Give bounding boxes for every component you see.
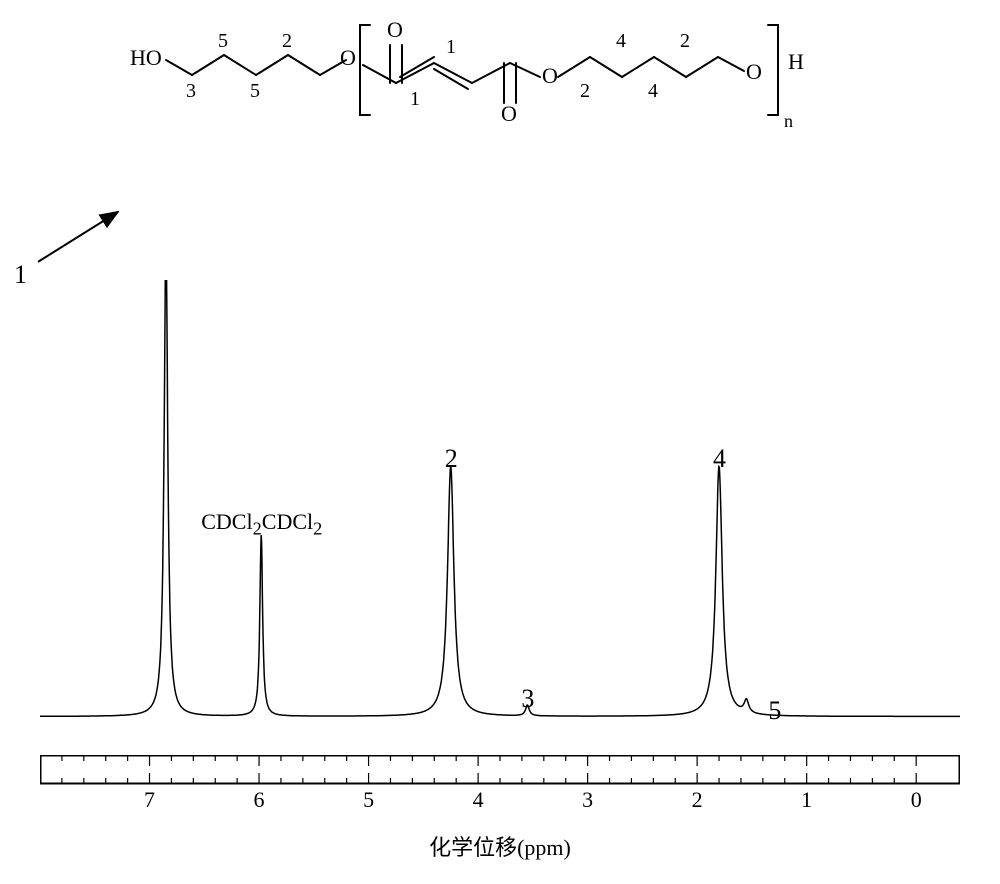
svg-text:3: 3 <box>582 787 593 812</box>
peak-label-2: 2 <box>445 444 458 474</box>
x-axis-label: 化学位移(ppm) <box>0 830 1000 862</box>
svg-text:4: 4 <box>473 787 484 812</box>
svg-text:6: 6 <box>254 787 265 812</box>
peak-label-4: 4 <box>713 444 726 474</box>
svg-text:5: 5 <box>363 787 374 812</box>
peak-label-1: 1 <box>14 260 27 290</box>
nmr-spectrum <box>40 280 960 730</box>
svg-text:2: 2 <box>692 787 703 812</box>
x-axis: 0 1 2 3 4 5 6 7 <box>40 755 960 815</box>
svg-text:7: 7 <box>144 787 155 812</box>
peak-label-5: 5 <box>768 696 781 726</box>
solvent-label: CDCl2CDCl2 <box>201 509 322 539</box>
svg-text:0: 0 <box>911 787 922 812</box>
peak-label-3: 3 <box>521 684 534 714</box>
svg-text:1: 1 <box>801 787 812 812</box>
